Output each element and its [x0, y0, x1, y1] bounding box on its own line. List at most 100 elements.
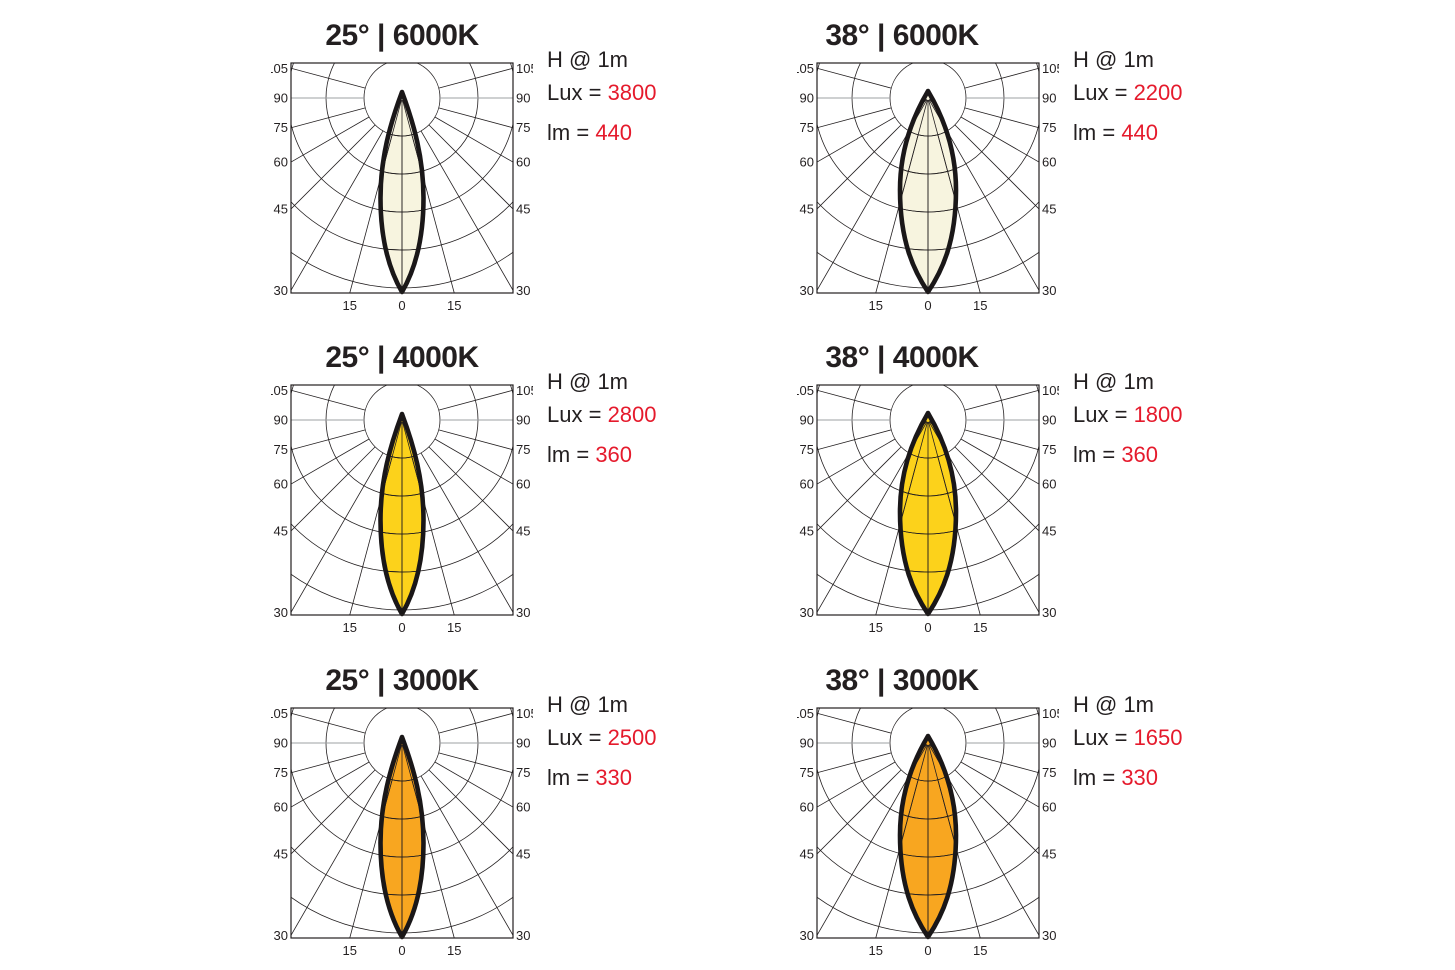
svg-text:45: 45	[800, 524, 814, 539]
height-label: H @ 1m	[547, 369, 629, 394]
polar-diagram: 105 105 90 90 75 75 60 60 45 45 30 30 15 0 15	[797, 62, 1059, 313]
svg-text:60: 60	[274, 800, 288, 815]
svg-text:60: 60	[516, 477, 530, 492]
svg-text:15: 15	[343, 943, 357, 958]
svg-text:90: 90	[800, 413, 814, 428]
svg-text:75: 75	[516, 442, 530, 457]
svg-text:90: 90	[274, 736, 288, 751]
svg-text:75: 75	[516, 765, 530, 780]
svg-text:45: 45	[800, 847, 814, 862]
svg-text:60: 60	[1042, 800, 1056, 815]
polar-diagram: 105 105 90 90 75 75 60 60 45 45 30 30 15 0 15	[271, 384, 533, 635]
svg-text:15: 15	[343, 298, 357, 313]
lux-label: Lux =	[547, 80, 602, 105]
height-label: H @ 1m	[547, 47, 629, 72]
lux-label: Lux =	[547, 725, 602, 750]
plot-title: 38° | 6000K	[825, 19, 979, 52]
height-label: H @ 1m	[1073, 47, 1155, 72]
svg-text:30: 30	[800, 605, 814, 620]
svg-text:105: 105	[797, 62, 814, 76]
svg-text:60: 60	[1042, 155, 1056, 170]
plot-title: 25° | 4000K	[325, 341, 479, 374]
svg-text:60: 60	[1042, 477, 1056, 492]
photometric-info: H @ 1m Lux = 3800 lm = 440	[547, 43, 657, 149]
svg-text:30: 30	[274, 928, 288, 943]
lux-value: 1800	[1133, 402, 1183, 427]
plot-title: 25° | 6000K	[325, 19, 479, 52]
svg-text:0: 0	[924, 298, 931, 313]
plot-block-25-6000k: 25° | 6000K 105 105 90 90 75 75 60 60 45 45 30 30 15…	[271, 18, 831, 314]
svg-text:60: 60	[800, 800, 814, 815]
photometric-info: H @ 1m Lux = 2500 lm = 330	[547, 688, 657, 794]
lm-value: 440	[1121, 120, 1159, 145]
lux-line: Lux = 1650	[1073, 721, 1183, 754]
svg-text:75: 75	[1042, 765, 1056, 780]
svg-text:105: 105	[1042, 62, 1059, 76]
lm-label: lm =	[547, 120, 590, 145]
lm-label: lm =	[1073, 765, 1116, 790]
lm-line: lm = 440	[547, 116, 657, 149]
svg-text:105: 105	[271, 707, 288, 721]
lm-label: lm =	[547, 765, 590, 790]
lm-value: 440	[595, 120, 633, 145]
lux-value: 2200	[1133, 80, 1183, 105]
lux-line: Lux = 2200	[1073, 76, 1183, 109]
polar-diagram: 105 105 90 90 75 75 60 60 45 45 30 30 15 0 15	[271, 707, 533, 958]
svg-text:105: 105	[1042, 707, 1059, 721]
polar-diagram: 105 105 90 90 75 75 60 60 45 45 30 30 15 0 15	[797, 707, 1059, 958]
svg-text:45: 45	[1042, 847, 1056, 862]
svg-text:30: 30	[274, 605, 288, 620]
lm-label: lm =	[1073, 120, 1116, 145]
svg-text:75: 75	[800, 765, 814, 780]
svg-text:30: 30	[516, 928, 530, 943]
svg-text:105: 105	[516, 384, 533, 398]
plot-block-25-3000k: 25° | 3000K 105 105 90 90 75 75 60 60 45 45 30 30 15…	[271, 663, 831, 959]
photometric-info: H @ 1m Lux = 1800 lm = 360	[1073, 365, 1183, 471]
svg-text:30: 30	[800, 283, 814, 298]
svg-text:105: 105	[516, 62, 533, 76]
svg-text:30: 30	[1042, 928, 1056, 943]
svg-text:45: 45	[516, 847, 530, 862]
svg-text:60: 60	[274, 155, 288, 170]
svg-text:15: 15	[343, 620, 357, 635]
height-label: H @ 1m	[547, 692, 629, 717]
svg-text:60: 60	[800, 155, 814, 170]
svg-text:45: 45	[516, 202, 530, 217]
svg-text:90: 90	[800, 91, 814, 106]
lux-line: Lux = 1800	[1073, 398, 1183, 431]
svg-text:105: 105	[271, 384, 288, 398]
lux-line: Lux = 2800	[547, 398, 657, 431]
svg-text:105: 105	[797, 384, 814, 398]
lux-line: Lux = 3800	[547, 76, 657, 109]
svg-text:90: 90	[274, 413, 288, 428]
svg-text:75: 75	[1042, 442, 1056, 457]
svg-text:75: 75	[274, 120, 288, 135]
plot-title: 25° | 3000K	[325, 664, 479, 697]
lm-value: 360	[1121, 442, 1159, 467]
svg-text:15: 15	[869, 620, 883, 635]
svg-text:90: 90	[800, 736, 814, 751]
svg-text:60: 60	[800, 477, 814, 492]
photometric-info: H @ 1m Lux = 2800 lm = 360	[547, 365, 657, 471]
lm-label: lm =	[547, 442, 590, 467]
lm-line: lm = 360	[1073, 438, 1183, 471]
svg-text:30: 30	[516, 283, 530, 298]
plot-block-38-4000k: 38° | 4000K 105 105 90 90 75 75 60 60 45 45 30 30 15…	[797, 340, 1357, 636]
svg-text:60: 60	[274, 477, 288, 492]
svg-text:90: 90	[516, 736, 530, 751]
plot-title: 38° | 3000K	[825, 664, 979, 697]
svg-text:90: 90	[1042, 413, 1056, 428]
plot-title: 38° | 4000K	[825, 341, 979, 374]
svg-text:90: 90	[274, 91, 288, 106]
lux-label: Lux =	[1073, 80, 1128, 105]
svg-text:105: 105	[1042, 384, 1059, 398]
svg-text:75: 75	[800, 120, 814, 135]
svg-text:0: 0	[398, 298, 405, 313]
lux-label: Lux =	[1073, 402, 1128, 427]
svg-text:15: 15	[447, 298, 461, 313]
photometric-info: H @ 1m Lux = 1650 lm = 330	[1073, 688, 1183, 794]
svg-text:30: 30	[800, 928, 814, 943]
svg-text:75: 75	[800, 442, 814, 457]
lux-label: Lux =	[547, 402, 602, 427]
